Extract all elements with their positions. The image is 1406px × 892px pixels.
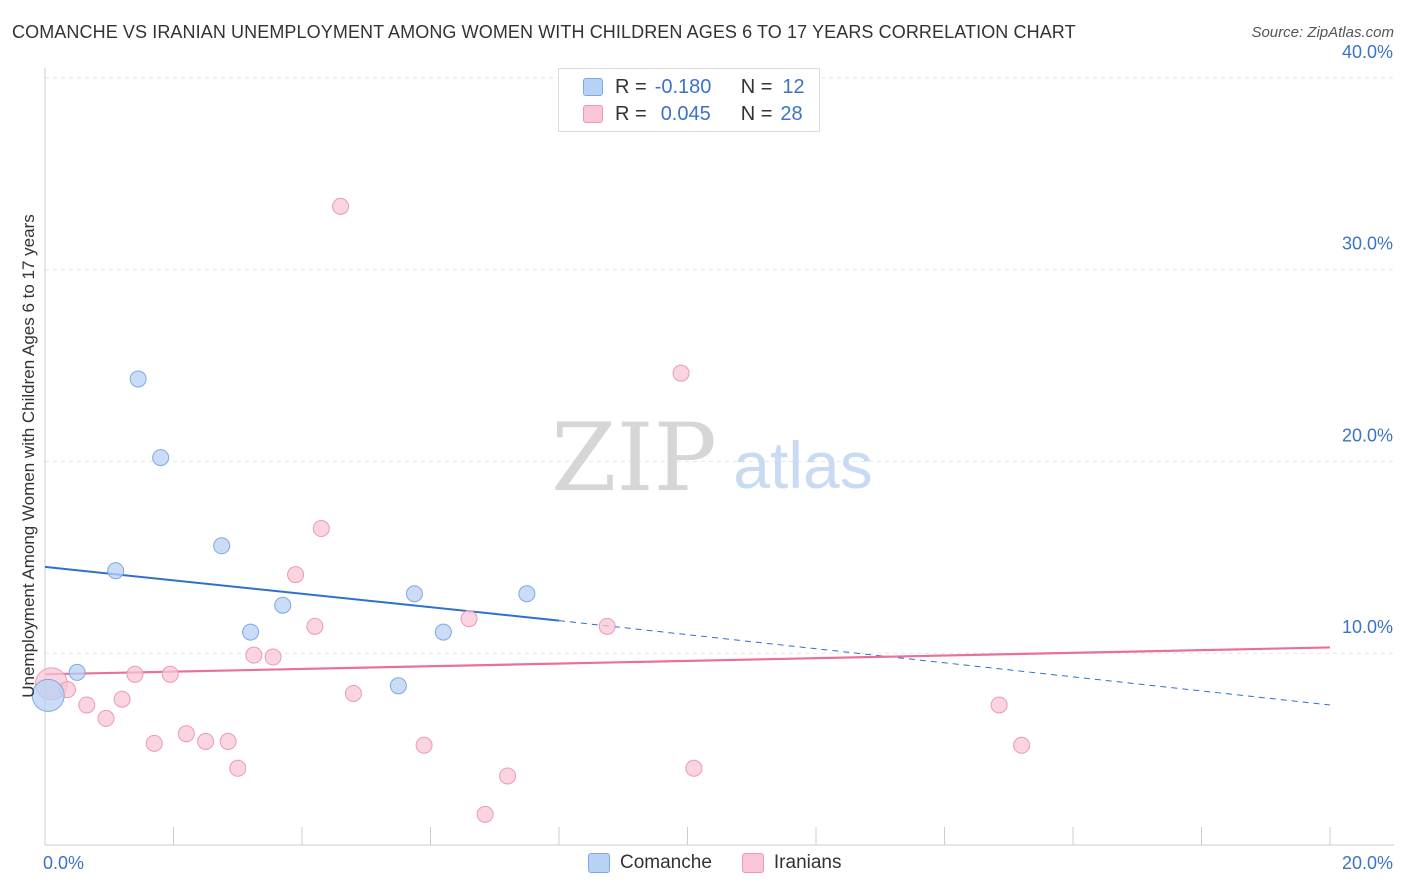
comanche-point xyxy=(274,596,292,614)
iranians-point xyxy=(229,759,247,777)
y-tick-label: 20.0% xyxy=(1342,425,1393,445)
x-tick-label-max: 20.0% xyxy=(1342,853,1393,873)
iranians-point xyxy=(460,610,478,628)
iranians-point xyxy=(306,617,324,635)
iranians-r-value: 0.045 xyxy=(660,102,711,125)
tick-labels: 10.0% 20.0% 30.0% 40.0% 0.0% 20.0% xyxy=(43,42,1393,873)
y-axis-label: Unemployment Among Women with Children A… xyxy=(19,214,38,698)
legend-row-comanche: R = -0.180 N = 12 xyxy=(583,74,805,100)
comanche-trend-extension xyxy=(558,620,1331,706)
comanche-point xyxy=(213,537,231,555)
iranians-point xyxy=(264,648,282,666)
legend: R = -0.180 N = 12 R = 0.045 N = 28 xyxy=(558,68,820,132)
comanche-point xyxy=(389,677,407,695)
iranians-point xyxy=(161,665,179,683)
iranians-swatch xyxy=(583,105,603,123)
comanche-r-label: R = xyxy=(615,75,647,98)
iranians-n-value: 28 xyxy=(780,102,803,125)
chart-title: COMANCHE VS IRANIAN UNEMPLOYMENT AMONG W… xyxy=(12,22,1076,42)
bottom-iranians-swatch xyxy=(741,853,764,873)
iranians-r-label: R = xyxy=(615,102,647,125)
iranians-point xyxy=(415,736,433,754)
iranians-point xyxy=(1013,736,1031,754)
iranians-point xyxy=(177,725,195,743)
x-tick-label-min: 0.0% xyxy=(43,853,84,873)
iranians-point xyxy=(598,617,616,635)
iranians-point xyxy=(990,696,1008,714)
iranians-point xyxy=(287,566,305,584)
iranians-point xyxy=(672,364,690,382)
data-points xyxy=(31,197,1031,823)
comanche-r-value: -0.180 xyxy=(654,75,712,98)
iranians-point xyxy=(476,805,494,823)
iranians-point xyxy=(126,665,144,683)
legend-row-iranians: R = 0.045 N = 28 xyxy=(583,101,803,127)
comanche-point xyxy=(107,562,125,580)
comanche-swatch xyxy=(583,78,603,96)
bottom-comanche-label: Comanche xyxy=(620,852,712,873)
bottom-comanche-swatch xyxy=(588,853,610,873)
iranians-point xyxy=(332,197,350,215)
iranians-point xyxy=(312,520,330,538)
comanche-point xyxy=(31,678,65,712)
iranians-point xyxy=(219,732,237,750)
iranians-point xyxy=(344,684,362,702)
comanche-n-value: 12 xyxy=(782,75,805,98)
trend-lines xyxy=(44,565,1331,706)
comanche-point xyxy=(434,623,452,641)
watermark-zip: ZIP xyxy=(551,404,717,513)
source-label: Source: ZipAtlas.com xyxy=(1251,24,1394,41)
comanche-n-label: N = xyxy=(740,75,773,98)
watermark-atlas: atlas xyxy=(733,428,872,502)
iranians-trend-line xyxy=(44,646,1331,676)
comanche-point xyxy=(129,370,147,388)
grid-lines xyxy=(45,77,1394,654)
bottom-iranians-label: Iranians xyxy=(773,852,842,873)
iranians-point xyxy=(113,690,131,708)
iranians-point xyxy=(97,709,115,727)
bottom-legend: Comanche Iranians xyxy=(588,852,842,874)
axes xyxy=(44,68,1394,846)
iranians-point xyxy=(499,767,517,785)
comanche-point xyxy=(242,623,260,641)
iranians-point xyxy=(685,759,703,777)
iranians-n-label: N = xyxy=(740,102,773,125)
iranians-point xyxy=(197,732,215,750)
iranians-point xyxy=(78,696,96,714)
y-tick-label: 10.0% xyxy=(1342,617,1393,637)
comanche-point xyxy=(518,585,536,603)
comanche-point xyxy=(152,449,170,467)
iranians-point xyxy=(145,734,163,752)
y-tick-label: 40.0% xyxy=(1342,42,1393,62)
iranians-point xyxy=(245,646,263,664)
comanche-point xyxy=(405,585,423,603)
y-tick-label: 30.0% xyxy=(1342,234,1393,254)
comanche-point xyxy=(68,663,86,681)
